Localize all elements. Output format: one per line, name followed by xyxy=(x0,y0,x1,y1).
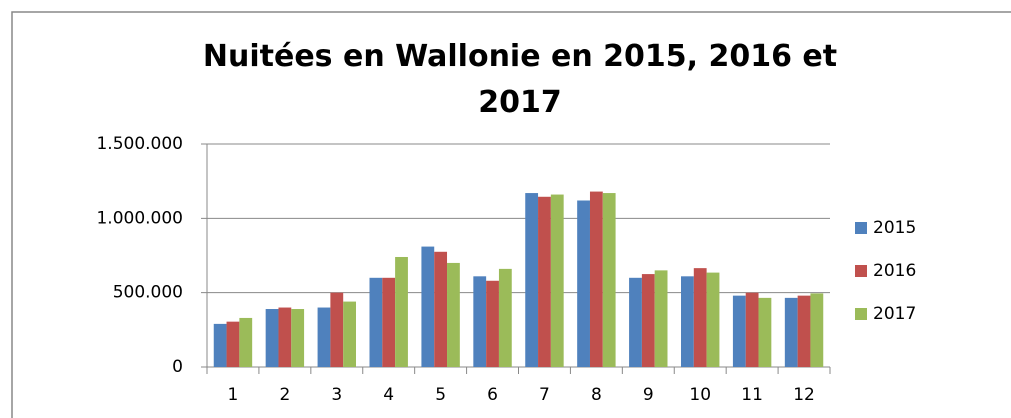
bar xyxy=(602,193,616,367)
legend-swatch xyxy=(855,222,867,234)
legend-label: 2015 xyxy=(873,218,916,238)
bar xyxy=(498,268,512,367)
bar xyxy=(226,321,240,367)
legend-swatch xyxy=(855,308,867,320)
bar xyxy=(629,277,642,367)
bar xyxy=(382,277,396,367)
y-tick-label: 500.000 xyxy=(113,283,183,303)
bar xyxy=(550,194,564,367)
bar xyxy=(577,200,590,367)
bar xyxy=(343,301,357,367)
legend-swatch xyxy=(855,265,867,277)
y-tick-label: 1.500.000 xyxy=(96,134,183,154)
bar xyxy=(810,293,824,367)
x-tick-label: 6 xyxy=(487,385,498,405)
x-tick-label: 2 xyxy=(279,385,290,405)
bar xyxy=(693,268,707,367)
legend-label: 2017 xyxy=(873,304,916,324)
bar xyxy=(589,191,603,367)
bar xyxy=(213,323,227,367)
bar xyxy=(486,280,499,367)
bar xyxy=(395,256,408,367)
y-tick-label: 0 xyxy=(172,357,183,377)
x-tick-label: 8 xyxy=(591,385,602,405)
bar xyxy=(291,309,305,367)
bar xyxy=(239,317,253,367)
bar xyxy=(758,297,772,367)
x-tick-label: 3 xyxy=(331,385,342,405)
bar xyxy=(784,297,798,367)
bar xyxy=(732,295,746,367)
x-tick-label: 1 xyxy=(228,385,239,405)
bar xyxy=(706,272,720,367)
legend-label: 2016 xyxy=(873,261,916,281)
bar xyxy=(278,307,292,367)
bar xyxy=(641,274,655,367)
bar xyxy=(797,295,811,367)
x-tick-label: 10 xyxy=(689,385,711,405)
bar xyxy=(330,292,344,367)
y-tick-label: 1.000.000 xyxy=(96,208,183,228)
x-tick-label: 12 xyxy=(793,385,815,405)
bar xyxy=(421,246,435,367)
bar xyxy=(525,193,539,367)
bar xyxy=(538,196,551,367)
x-tick-label: 9 xyxy=(643,385,654,405)
x-tick-label: 7 xyxy=(539,385,550,405)
x-tick-label: 11 xyxy=(741,385,763,405)
bar xyxy=(654,270,668,367)
bar xyxy=(434,251,448,367)
x-tick-label: 4 xyxy=(383,385,394,405)
x-tick-label: 5 xyxy=(435,385,446,405)
chart-title: Nuitées en Wallonie en 2015, 2016 et 201… xyxy=(202,39,838,120)
bar xyxy=(680,276,694,367)
bar xyxy=(265,309,279,367)
bar xyxy=(317,307,331,367)
bar xyxy=(745,292,759,367)
bar xyxy=(369,277,383,367)
bar xyxy=(447,262,460,367)
bar xyxy=(473,276,487,367)
